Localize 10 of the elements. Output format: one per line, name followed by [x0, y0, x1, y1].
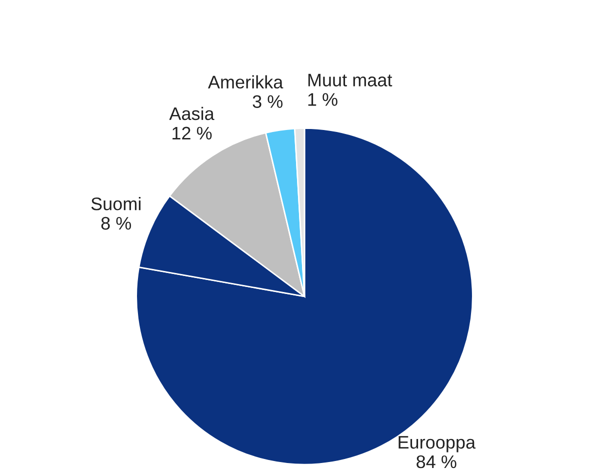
slice-label: Suomi [91, 197, 140, 210]
data-label: 8 % [101, 216, 132, 230]
slice-label: Eurooppa [398, 436, 476, 452]
data-label: 12 % [172, 126, 212, 140]
slice-label: Aasia [169, 106, 214, 120]
slice-label: Muut maat [308, 74, 392, 86]
data-label: 1 % [308, 93, 338, 106]
data-label: 3 % [252, 95, 283, 108]
data-label: 84 % [416, 455, 456, 468]
slice-label: Amerikka [208, 75, 284, 89]
